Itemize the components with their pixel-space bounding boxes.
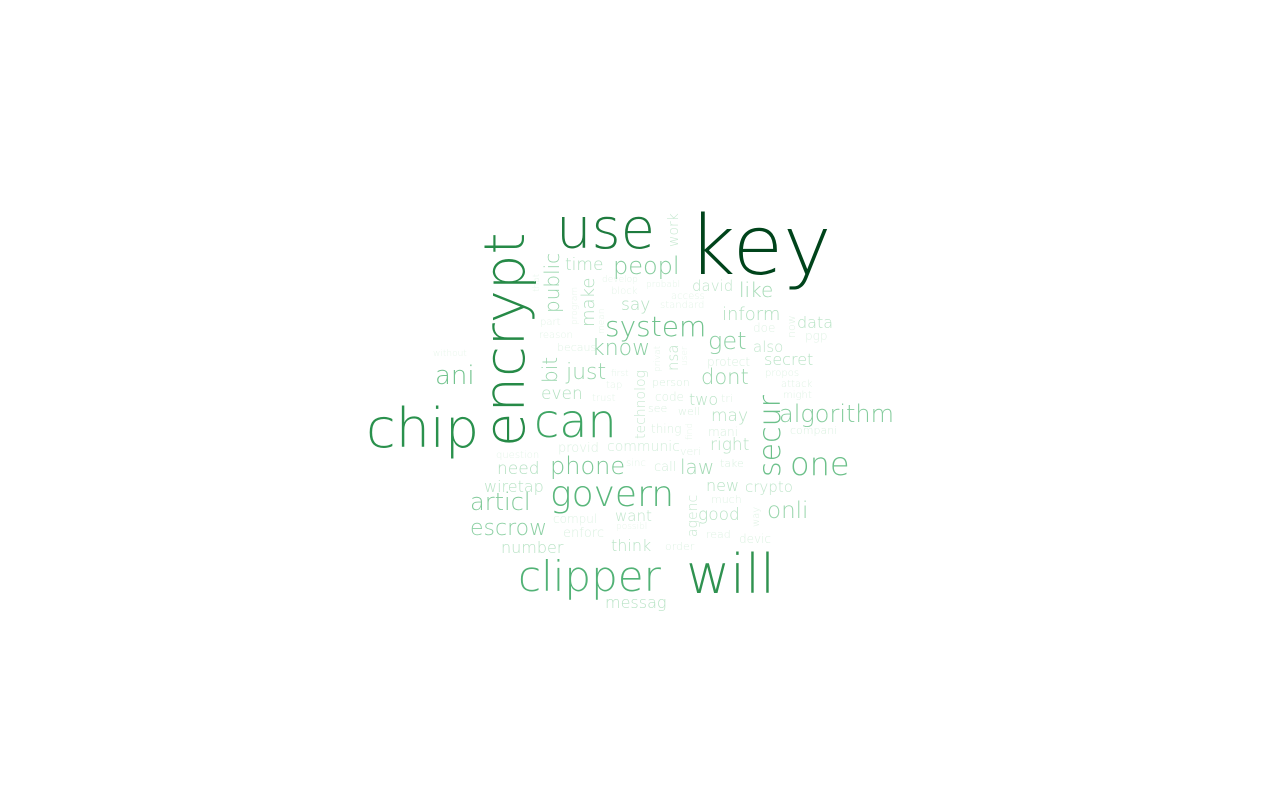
word-technolog: technolog — [633, 370, 649, 439]
word-onli: onli — [767, 498, 809, 524]
word-just: just — [566, 360, 607, 385]
word-phone: phone — [550, 452, 626, 480]
word-trust: trust — [592, 393, 616, 404]
word-user: user — [680, 346, 690, 366]
word-devic: devic — [739, 532, 772, 546]
word-inform: inform — [722, 304, 781, 325]
word-data: data — [797, 313, 834, 332]
word-take: take — [720, 457, 744, 470]
word-peopl: peopl — [613, 252, 680, 280]
word-wiretap: wiretap — [484, 477, 544, 496]
word-number: number — [501, 538, 564, 557]
word-make: make — [578, 277, 599, 327]
word-algorithm: algorithm — [779, 400, 894, 428]
word-access: access — [671, 291, 705, 302]
word-govern: govern — [550, 474, 675, 515]
word-develop: develop — [602, 275, 638, 285]
word-can: can — [534, 394, 617, 448]
word-code: code — [655, 390, 684, 404]
word-probabl: probabl — [646, 280, 681, 290]
word-like: like — [739, 278, 774, 302]
word-propos: propos — [765, 368, 800, 379]
word-work: work — [666, 213, 682, 247]
word-person: person — [652, 376, 690, 389]
word-right: right — [710, 435, 750, 455]
word-mani: mani — [708, 425, 738, 439]
word-encrypt: encrypt — [473, 232, 538, 447]
word-part: part — [540, 317, 561, 328]
word-pgp: pgp — [805, 329, 828, 343]
word-question: question — [496, 450, 540, 461]
word-also: also — [753, 338, 784, 356]
word-even: even — [541, 384, 583, 404]
word-read: read — [706, 528, 731, 541]
word-might: might — [783, 390, 812, 401]
word-attack: attack — [781, 379, 813, 390]
word-without: without — [433, 349, 467, 359]
word-order: order — [665, 540, 695, 553]
word-need: need — [497, 459, 540, 479]
word-block: block — [611, 286, 638, 297]
word-new: new — [706, 476, 740, 495]
word-program: program — [570, 286, 580, 325]
word-protect: protect — [707, 355, 751, 369]
word-key: key — [688, 199, 832, 294]
word-provid: provid — [558, 441, 599, 456]
word-may: may — [711, 406, 749, 426]
word-nsa: nsa — [664, 344, 682, 371]
word-tri: tri — [721, 392, 733, 405]
word-veri: veri — [680, 445, 701, 458]
word-well: well — [678, 405, 700, 418]
word-first: first — [611, 369, 629, 379]
word-mean: mean — [597, 308, 607, 334]
word-public: public — [540, 252, 564, 313]
word-know: know — [592, 336, 651, 361]
word-much: much — [711, 493, 742, 506]
word-will: will — [686, 543, 776, 606]
word-articl: articl — [470, 488, 531, 516]
word-one: one — [790, 445, 850, 483]
word-time: time — [565, 255, 604, 275]
word-reason: reason — [539, 330, 573, 341]
word-system: system — [605, 310, 707, 343]
word-privat: privat — [653, 345, 663, 372]
word-want: want — [615, 507, 652, 525]
word-communic: communic — [607, 439, 680, 455]
word-get: get — [708, 327, 747, 355]
word-escrow: escrow — [470, 516, 548, 541]
word-ani: ani — [435, 361, 475, 391]
word-sinc: sinc — [626, 458, 646, 469]
word-use: use — [556, 197, 656, 262]
word-enforc: enforc — [563, 526, 604, 541]
word-two: two — [689, 390, 719, 409]
word-think: think — [611, 536, 652, 555]
word-clipper: clipper — [518, 552, 661, 601]
word-secret: secret — [764, 350, 814, 369]
word-say: say — [621, 295, 651, 315]
word-compul: compul — [553, 512, 598, 526]
word-dont: dont — [701, 365, 749, 389]
word-compani: compani — [790, 424, 838, 437]
word-that: that — [532, 273, 542, 292]
word-thing: thing — [651, 422, 682, 436]
word-bit: bit — [538, 356, 562, 383]
word-standard: standard — [660, 300, 705, 311]
word-agenc: agenc — [685, 494, 701, 537]
word-doe: doe — [753, 321, 776, 335]
word-possibl: possibl — [616, 522, 648, 532]
word-becaus: becaus — [557, 341, 597, 354]
word-chip: chip — [366, 397, 480, 460]
word-messag: messag — [605, 593, 667, 612]
word-david: david — [692, 277, 734, 295]
word-law: law — [680, 455, 715, 479]
word-find: find — [685, 422, 695, 440]
word-now: now — [785, 315, 798, 338]
word-good: good — [698, 505, 740, 525]
word-way: way — [751, 506, 762, 527]
word-tap: tap — [606, 380, 623, 391]
word-see: see — [648, 402, 668, 415]
word-crypto: crypto — [745, 478, 793, 496]
word-call: call — [654, 460, 677, 475]
